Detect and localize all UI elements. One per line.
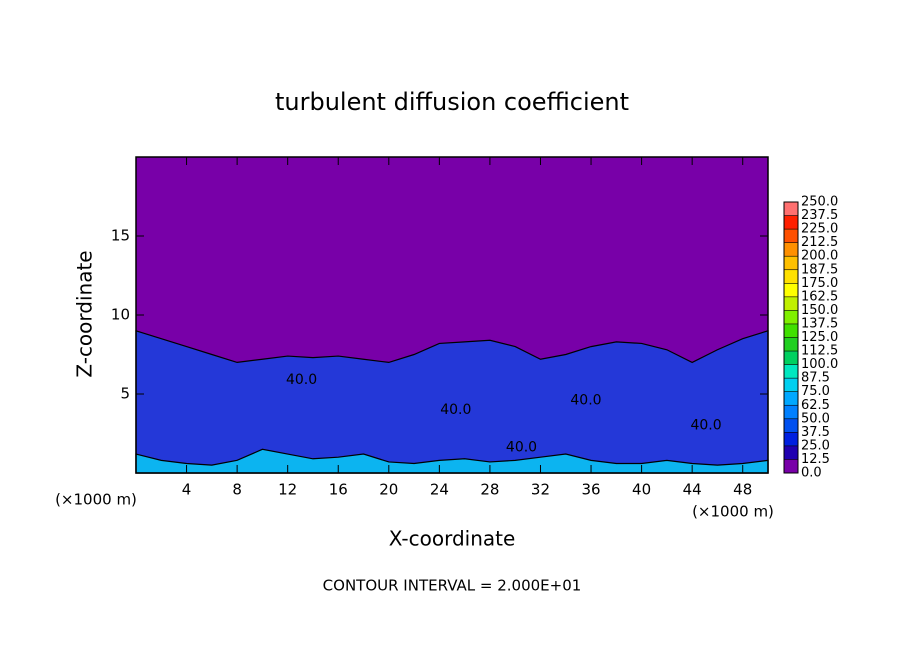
x-axis-label: X-coordinate xyxy=(389,527,516,551)
x-tick-label: 36 xyxy=(581,481,600,499)
colorbar-band xyxy=(784,432,798,446)
y-unit: (×1000 m) xyxy=(55,491,137,509)
colorbar-band xyxy=(784,378,798,392)
field-region xyxy=(135,329,769,474)
y-tick-label: 5 xyxy=(120,385,130,403)
colorbar-label: 150.0 xyxy=(801,303,838,318)
field-region xyxy=(135,448,769,474)
colorbar-label: 225.0 xyxy=(801,222,838,237)
colorbar-label: 137.5 xyxy=(801,316,838,331)
x-tick-label: 24 xyxy=(430,481,449,499)
x-tick-label: 32 xyxy=(531,481,550,499)
colorbar-band xyxy=(784,215,798,230)
colorbar-band xyxy=(784,269,798,284)
colorbar-label: 212.5 xyxy=(801,235,838,250)
colorbar-band xyxy=(784,256,798,270)
contour-label: 40.0 xyxy=(690,418,721,434)
colorbar-band xyxy=(784,202,798,216)
colorbar-label: 125.0 xyxy=(801,330,838,345)
x-tick-label: 20 xyxy=(379,481,398,499)
colorbar-band xyxy=(784,364,798,379)
y-axis-label: Z-coordinate xyxy=(73,250,97,377)
colorbar-band xyxy=(784,337,798,352)
contour-label: 40.0 xyxy=(440,402,471,418)
colorbar-band xyxy=(784,445,798,460)
y-tick-label: 15 xyxy=(111,227,130,245)
colorbar-band xyxy=(784,351,798,365)
contour-label: 40.0 xyxy=(506,440,537,456)
colorbar-label: 50.0 xyxy=(801,411,830,426)
colorbar-band xyxy=(784,283,798,297)
colorbar-label: 250.0 xyxy=(801,195,838,210)
x-tick-label: 48 xyxy=(733,481,752,499)
colorbar-band xyxy=(784,229,798,243)
colorbar-label: 62.5 xyxy=(801,398,830,413)
x-tick-label: 4 xyxy=(182,481,192,499)
colorbar-band xyxy=(784,418,798,433)
colorbar-band xyxy=(784,459,798,473)
colorbar-band xyxy=(784,242,798,257)
colorbar-label: 75.0 xyxy=(801,384,830,399)
colorbar-label: 162.5 xyxy=(801,289,838,304)
colorbar-label: 175.0 xyxy=(801,276,838,291)
colorbar-label: 0.0 xyxy=(801,466,822,481)
x-tick-label: 8 xyxy=(232,481,242,499)
colorbar-label: 12.5 xyxy=(801,452,830,467)
x-unit: (×1000 m) xyxy=(692,503,774,521)
contour-label: 40.0 xyxy=(570,392,601,408)
y-tick-label: 10 xyxy=(111,306,130,324)
x-tick-label: 44 xyxy=(683,481,702,499)
x-tick-label: 40 xyxy=(632,481,651,499)
x-tick-label: 16 xyxy=(329,481,348,499)
chart-title: turbulent diffusion coefficient xyxy=(275,88,629,116)
contour-label: 40.0 xyxy=(286,372,317,388)
colorbar-label: 37.5 xyxy=(801,425,830,440)
colorbar-band xyxy=(784,391,798,406)
colorbar-label: 25.0 xyxy=(801,438,830,453)
colorbar-band xyxy=(784,323,798,338)
colorbar-label: 112.5 xyxy=(801,344,838,359)
colorbar-label: 187.5 xyxy=(801,262,838,277)
colorbar-band xyxy=(784,296,798,311)
colorbar-label: 200.0 xyxy=(801,249,838,264)
colorbar-band xyxy=(784,310,798,324)
x-tick-label: 28 xyxy=(480,481,499,499)
note: CONTOUR INTERVAL = 2.000E+01 xyxy=(323,577,582,595)
x-tick-label: 12 xyxy=(278,481,297,499)
colorbar-label: 237.5 xyxy=(801,208,838,223)
colorbar-label: 87.5 xyxy=(801,371,830,386)
colorbar-band xyxy=(784,405,798,419)
colorbar-label: 100.0 xyxy=(801,357,838,372)
